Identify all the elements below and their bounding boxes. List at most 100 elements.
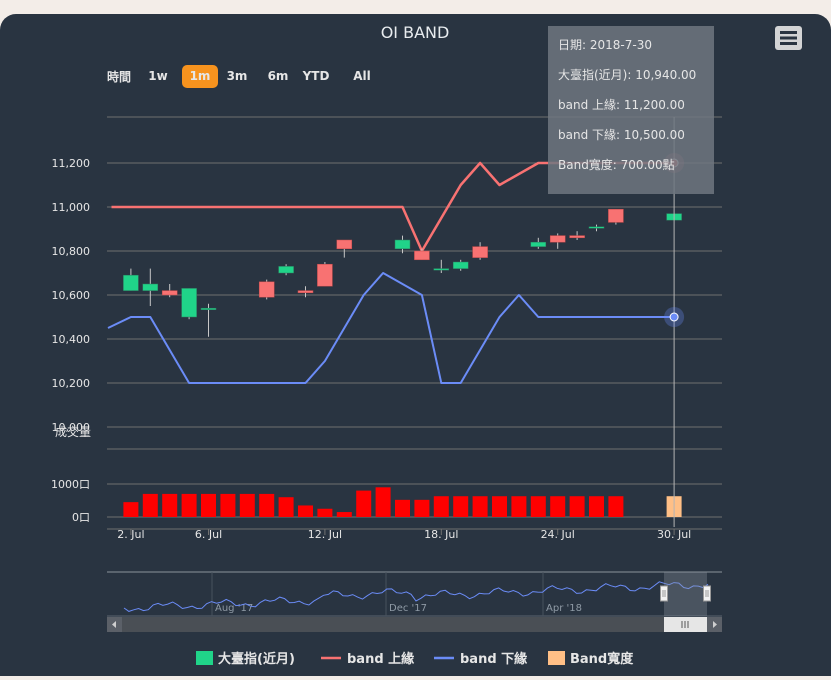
navigator[interactable]: Aug '17 Dec '17 Apr '18 (107, 571, 722, 632)
navigator-scrollbar[interactable] (107, 617, 722, 632)
legend-item[interactable]: band 上緣 (321, 651, 415, 667)
oi-band-chart: OI BAND 時間 1w 1m 3m 6m YTD All 10,00010,20010… (51, 23, 802, 667)
volume-bar-7-7 (220, 493, 236, 517)
price-tick-label: 10,600 (52, 289, 91, 302)
candle-body (549, 235, 566, 243)
volume-axis: 1000口 0口 (51, 478, 90, 524)
candle-7-25 (569, 231, 585, 240)
price-axis: 10,000 10,200 10,400 10,600 10,800 11,000 11,2… (52, 157, 91, 434)
volume-bar-7-10 (278, 497, 294, 517)
navigator-handle-body (660, 585, 668, 602)
candle-body (200, 307, 217, 310)
tooltip-box (548, 26, 714, 194)
candle-7-16 (394, 235, 411, 254)
volume-bar-7-25 (569, 496, 585, 517)
candle-7-6 (200, 303, 217, 337)
volume-bar-7-20 (472, 496, 488, 517)
navigator-series (123, 581, 709, 612)
legend-item[interactable]: Band寬度 (548, 651, 634, 667)
range-button-label: 3m (227, 69, 248, 83)
volume-bars (123, 487, 682, 517)
range-button-label: YTD (302, 69, 330, 83)
range-button-all[interactable]: All (353, 69, 371, 83)
range-button-1m[interactable]: 1m (182, 65, 218, 88)
price-tick-label: 10,400 (52, 333, 91, 346)
volume-tick-label: 1000口 (51, 478, 90, 491)
range-button-label: All (353, 69, 371, 83)
price-tick-label: 11,200 (52, 157, 91, 170)
volume-bar-7-18 (433, 496, 449, 517)
x-tick-label: 2. Jul (117, 528, 144, 541)
candle-body (142, 283, 159, 291)
navigator-handle[interactable] (703, 585, 711, 602)
candle-body (297, 290, 314, 294)
range-selector-label: 時間 (107, 69, 131, 84)
candle-body (608, 208, 624, 223)
legend-swatch (196, 651, 213, 665)
candle-body (452, 261, 469, 269)
range-button-ytd[interactable]: YTD (302, 69, 330, 83)
candle-body (472, 246, 488, 258)
price-tick-label: 11,000 (52, 201, 91, 214)
candle-body (123, 274, 139, 291)
candle-body (394, 239, 411, 250)
chevron-left-icon (112, 621, 116, 628)
volume-bar-7-13 (336, 512, 352, 517)
candle-body (569, 235, 585, 239)
x-tick-label: 6. Jul (195, 528, 222, 541)
candle-body (433, 268, 450, 271)
x-tick-label: 12. Jul (308, 528, 342, 541)
volume-bar-7-9 (259, 493, 275, 517)
legend-item[interactable]: 大臺指(近月) (196, 651, 295, 667)
volume-bar-7-16 (395, 499, 410, 517)
range-button-6m[interactable]: 6m (268, 69, 289, 83)
volume-bar-7-22 (511, 496, 527, 517)
volume-bar-7-8 (239, 493, 255, 517)
price-tick-label: 10,000 (52, 421, 91, 434)
x-tick-label: 24. Jul (541, 528, 575, 541)
tooltip: 日期: 2018-7-30 大臺指(近月): 10,940.00 band 上緣: … (548, 26, 714, 194)
candle-body (530, 241, 547, 247)
candle-body (278, 266, 294, 274)
candle-7-12 (317, 262, 333, 287)
band-lower-line (107, 272, 675, 384)
legend-label: band 下緣 (460, 651, 528, 667)
volume-bar-7-26 (589, 496, 604, 517)
candle-body (258, 281, 275, 298)
candle-7-10 (278, 264, 294, 276)
volume-bar-7-23 (530, 496, 546, 517)
candle-7-5 (181, 288, 197, 320)
candle-7-26 (588, 224, 605, 232)
candle-7-13 (336, 239, 353, 258)
legend-item[interactable]: band 下緣 (434, 651, 528, 667)
candle-7-23 (530, 237, 547, 249)
navigator-selection[interactable] (664, 572, 707, 616)
volume-bar-7-5 (181, 493, 197, 517)
range-button-1w[interactable]: 1w (148, 69, 167, 83)
candle-body (588, 226, 605, 229)
candle-body (181, 288, 197, 318)
candle-7-17 (414, 248, 430, 261)
tooltip-line: band 上緣: 11,200.00 (558, 98, 685, 112)
tooltip-line: 日期: 2018-7-30 (558, 38, 652, 52)
navigator-tick-label: Apr '18 (546, 603, 582, 614)
volume-axis-label: 成交量 (55, 424, 91, 439)
volume-bar-7-6 (201, 493, 216, 517)
volume-bar-7-24 (550, 496, 566, 517)
price-tick-label: 10,200 (52, 377, 91, 390)
x-tick-label: 18. Jul (424, 528, 458, 541)
volume-bar-7-11 (298, 505, 313, 517)
range-button-3m[interactable]: 3m (227, 69, 248, 83)
tooltip-line: Band寬度: 700.00點 (558, 157, 675, 172)
candle-body (317, 263, 333, 287)
chart-card: OI BAND 時間 1w 1m 3m 6m YTD All 10,000 10,200 10… (0, 14, 831, 676)
price-grid (107, 116, 722, 428)
hamburger-menu-icon[interactable] (775, 26, 802, 50)
navigator-handle[interactable] (660, 585, 668, 602)
range-button-label: 1m (190, 69, 211, 83)
volume-bar-7-12 (317, 508, 333, 517)
volume-bar-7-21 (492, 496, 507, 517)
candle-7-2 (123, 268, 139, 291)
volume-bar-7-17 (414, 499, 430, 517)
candle-7-24 (549, 233, 566, 249)
